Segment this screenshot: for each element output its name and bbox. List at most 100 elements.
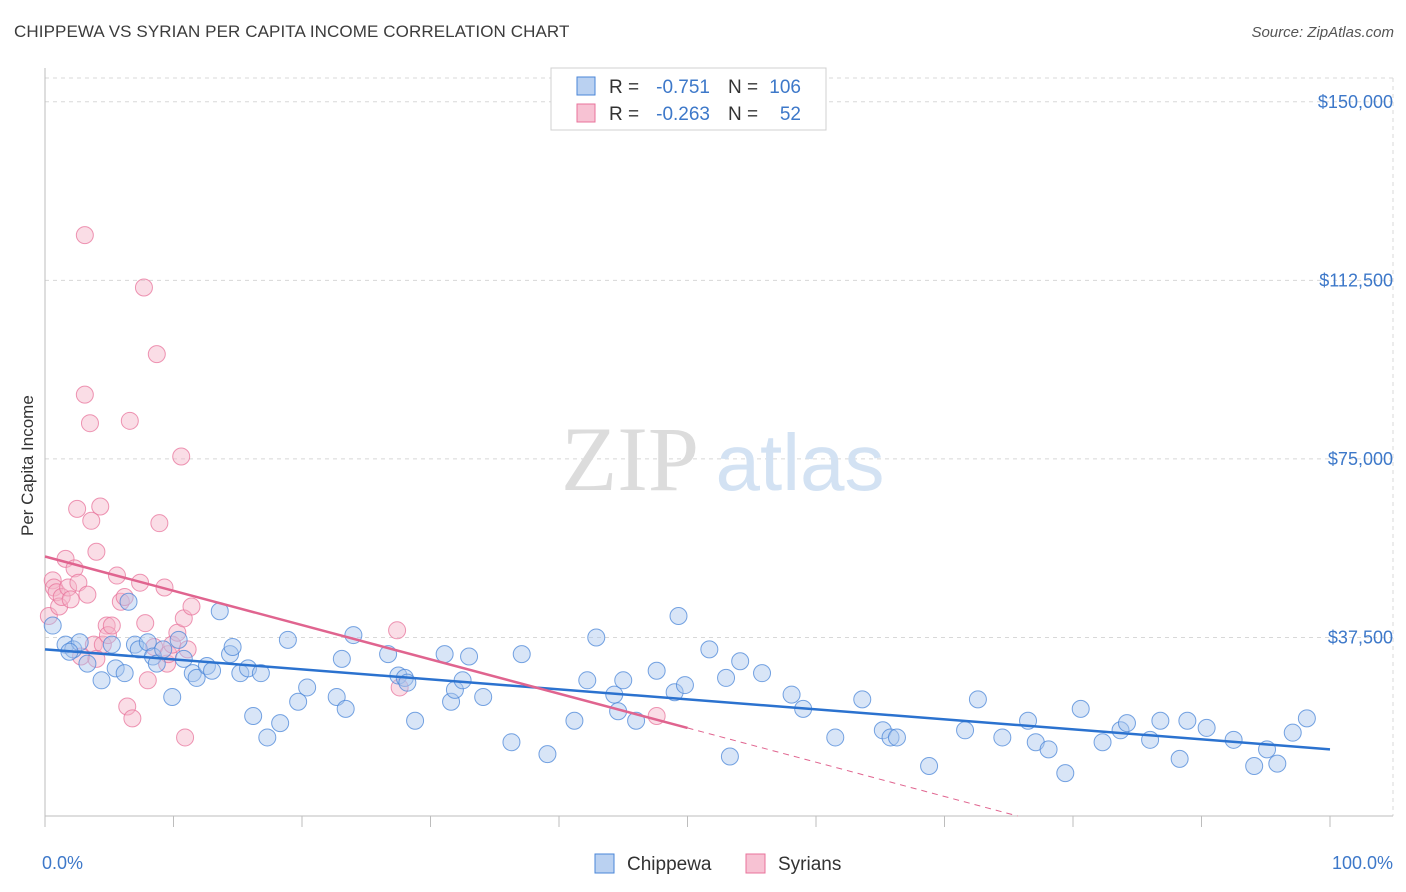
chart-source: Source: ZipAtlas.com [1251, 24, 1394, 41]
syrians-point [98, 626, 117, 645]
legend-top-box [550, 67, 827, 131]
chippewa-point [1039, 740, 1058, 759]
legend-bottom: Chippewa Syrians [594, 853, 841, 875]
axis-layer: $37,500 $75,000 $112,500 $150,000 0.0% 100.0% [42, 68, 1393, 873]
legend-n-value: 106 [769, 77, 801, 98]
chippewa-point [102, 635, 121, 654]
chippewa-point [442, 692, 461, 711]
syrians-point [97, 616, 116, 635]
chippewa-point [512, 645, 531, 664]
chippewa-point [665, 683, 684, 702]
chippewa-point [203, 661, 222, 680]
legend-top: R = -0.751 N = 106 R = -0.263 N = 52 [550, 67, 827, 131]
legend-swatch-chippewa [576, 76, 596, 96]
chippewa-point [251, 664, 270, 683]
chippewa-point [258, 728, 277, 747]
watermark-atlas: atlas [716, 418, 885, 507]
chippewa-point [538, 745, 557, 764]
chippewa-point [474, 687, 493, 706]
chippewa-point [298, 678, 317, 697]
chippewa-point [873, 721, 892, 740]
chippewa-point [1224, 730, 1243, 749]
chippewa-point [1297, 709, 1316, 728]
legend-bottom-swatch-chippewa [594, 853, 615, 874]
chippewa-point [993, 728, 1012, 747]
chippewa-point [956, 721, 975, 740]
chippewa-point [460, 647, 479, 666]
syrians-point [182, 597, 201, 616]
chippewa-point [700, 640, 719, 659]
legend-r-value: -0.263 [656, 104, 710, 125]
chippewa-point [782, 685, 801, 704]
syrians-point [68, 499, 87, 518]
syrians-point [75, 385, 94, 404]
legend-r-value: -0.751 [656, 77, 710, 98]
chippewa-point [1117, 714, 1136, 733]
chippewa-point [968, 690, 987, 709]
syrians-point [123, 709, 142, 728]
chippewa-point [1056, 764, 1075, 783]
syrians-point [138, 671, 157, 690]
chippewa-point [578, 671, 597, 690]
chippewa-point [78, 654, 97, 673]
syrians-point [172, 447, 191, 466]
chippewa-point [332, 649, 351, 668]
syrians-point [91, 497, 110, 516]
chippewa-point [435, 645, 454, 664]
y-tick-label: $150,000 [1318, 92, 1393, 112]
chippewa-point [1093, 733, 1112, 752]
legend-bottom-swatch-syrians [745, 853, 766, 874]
chippewa-point [1283, 723, 1302, 742]
chippewa-point [887, 728, 906, 747]
chippewa-point [278, 630, 297, 649]
syrians-point [61, 590, 80, 609]
legend-r-label: R = [609, 104, 639, 125]
syrians-point [80, 414, 99, 433]
syrians-point [120, 411, 139, 430]
chippewa-point [1071, 699, 1090, 718]
chippewa-point [1245, 757, 1264, 776]
y-tick-label: $37,500 [1328, 627, 1393, 647]
chippewa-point [1268, 754, 1287, 773]
chippewa-point [336, 699, 355, 718]
chippewa-point [43, 616, 62, 635]
syrians-point [388, 621, 407, 640]
legend-bottom-label-syrians: Syrians [778, 854, 841, 875]
legend-n-label: N = [728, 77, 758, 98]
watermark-zip: ZIP [561, 408, 699, 510]
chippewa-point [753, 664, 772, 683]
chippewa-point [853, 690, 872, 709]
chippewa-trend-line [44, 648, 1331, 751]
syrians-point [82, 511, 101, 530]
watermark: ZIP atlas [561, 408, 884, 510]
chippewa-point [138, 633, 157, 652]
legend-n-value: 52 [780, 104, 801, 125]
chippewa-point [502, 733, 521, 752]
chippewa-point [244, 707, 263, 726]
chippewa-point [717, 668, 736, 687]
chippewa-point [565, 711, 584, 730]
legend-n-label: N = [728, 104, 758, 125]
legend-bottom-label-chippewa: Chippewa [627, 854, 712, 875]
chippewa-point [1197, 718, 1216, 737]
chippewa-point [1170, 749, 1189, 768]
chippewa-point [587, 628, 606, 647]
chippewa-point [327, 687, 346, 706]
chippewa-point [1178, 711, 1197, 730]
syrians-point [69, 573, 88, 592]
chippewa-point [115, 664, 134, 683]
syrians-point [136, 614, 155, 633]
chippewa-point [720, 747, 739, 766]
syrians-point [44, 578, 63, 597]
syrians-point [178, 640, 197, 659]
syrians-trend-extension [687, 727, 1018, 817]
chippewa-point [406, 711, 425, 730]
chippewa-point [271, 714, 290, 733]
syrians-point [43, 571, 62, 590]
x-tick-label-max: 100.0% [1332, 853, 1393, 873]
syrians-point [134, 278, 153, 297]
chippewa-point [647, 661, 666, 680]
chippewa-point [731, 652, 750, 671]
syrians-point [87, 542, 106, 561]
